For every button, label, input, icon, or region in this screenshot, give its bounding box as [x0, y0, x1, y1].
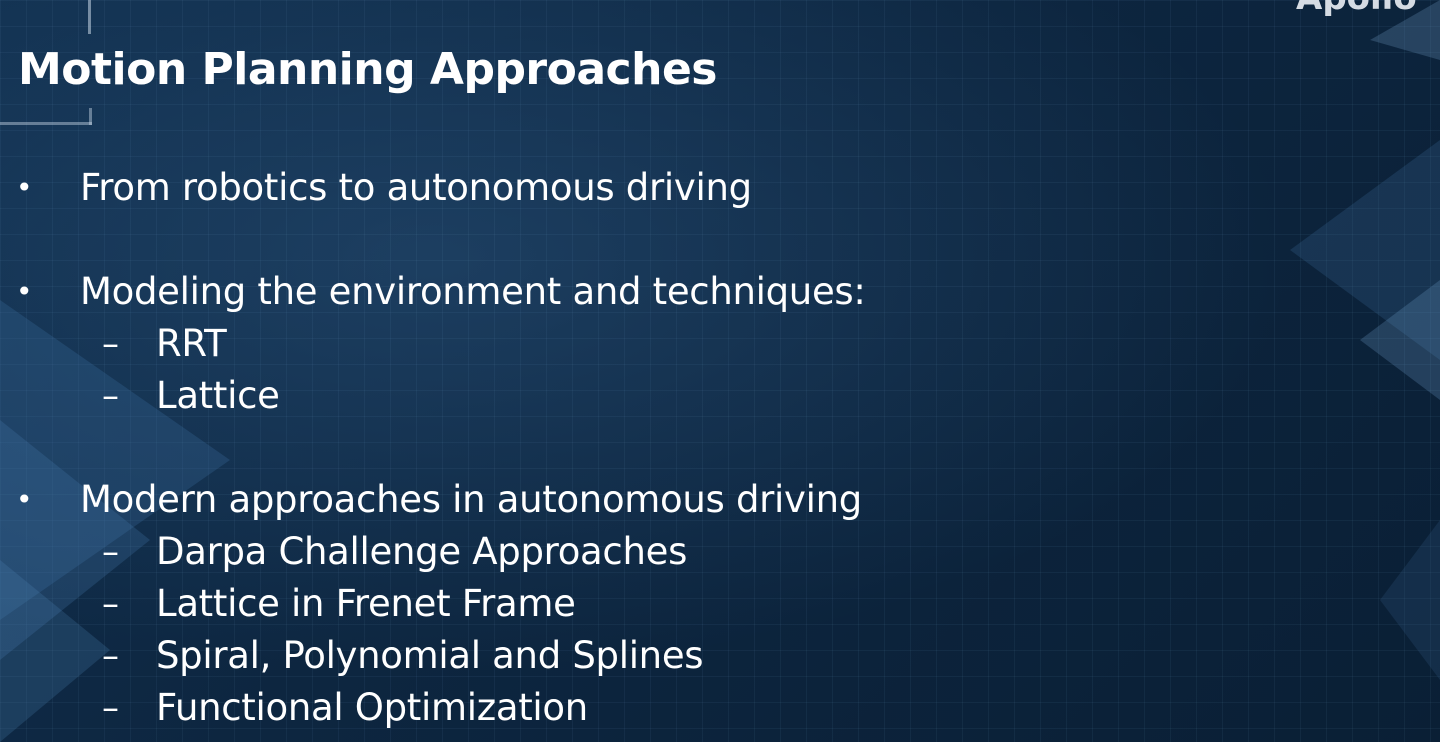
sub-text: Functional Optimization: [156, 686, 588, 729]
bullet-text: Modeling the environment and techniques:: [80, 270, 866, 313]
sub-marker: –: [102, 688, 119, 728]
sub-marker: –: [102, 376, 119, 416]
sub-marker: –: [102, 532, 119, 572]
bullet-text: From robotics to autonomous driving: [80, 166, 752, 209]
sub-marker: –: [102, 584, 119, 624]
sub-marker: –: [102, 636, 119, 676]
sub-text: RRT: [156, 322, 227, 365]
decor-triangle: [0, 420, 150, 660]
frame-line: [89, 108, 92, 125]
sub-text: Lattice in Frenet Frame: [156, 582, 576, 625]
sub-text: Lattice: [156, 374, 280, 417]
bullet-marker: •: [16, 275, 33, 308]
slide-title: Motion Planning Approaches: [18, 44, 718, 95]
frame-line: [0, 122, 92, 125]
bullet-marker: •: [16, 171, 33, 204]
bullet-marker: •: [16, 483, 33, 516]
decor-triangle: [1370, 0, 1440, 60]
decor-triangle: [1290, 140, 1440, 360]
decor-triangle: [1380, 520, 1440, 680]
bullet-text: Modern approaches in autonomous driving: [80, 478, 862, 521]
corner-logo-text: Apollo: [1296, 0, 1417, 18]
frame-line: [88, 0, 91, 34]
decor-triangle: [1360, 280, 1440, 400]
decor-triangle: [0, 300, 230, 620]
sub-marker: –: [102, 324, 119, 364]
sub-text: Spiral, Polynomial and Splines: [156, 634, 704, 677]
decor-triangle: [0, 560, 110, 742]
sub-text: Darpa Challenge Approaches: [156, 530, 688, 573]
